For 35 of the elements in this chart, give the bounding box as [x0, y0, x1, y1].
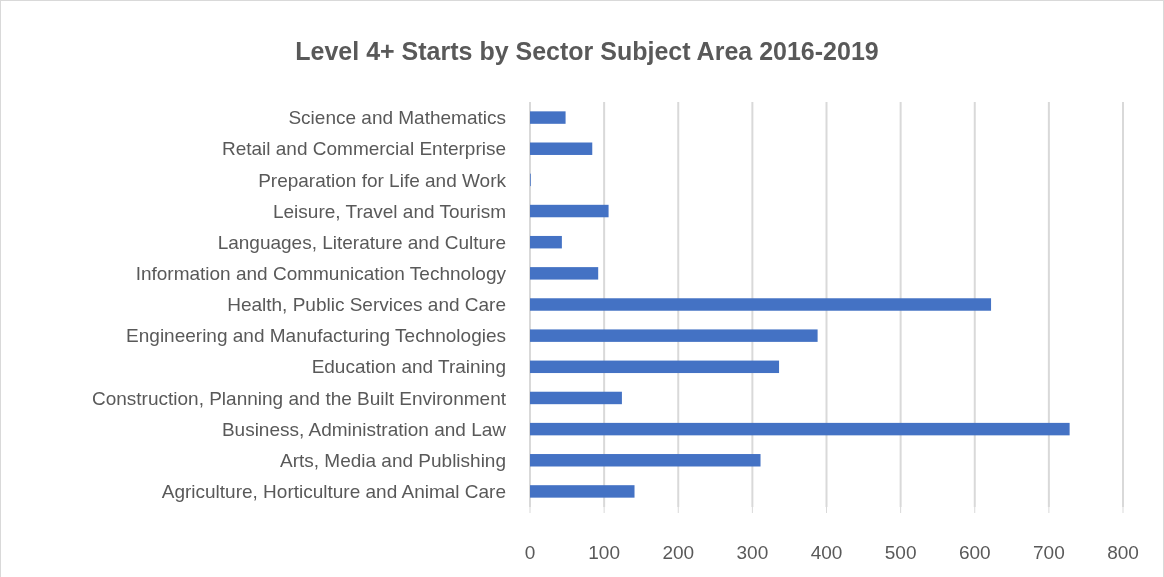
y-tick-label: Languages, Literature and Culture	[217, 231, 506, 253]
y-tick-label: Retail and Commercial Enterprise	[221, 138, 506, 160]
chart-title: Level 4+ Starts by Sector Subject Area 2016-2019	[295, 37, 879, 65]
y-tick-label: Information and Communication Technology	[135, 263, 507, 284]
x-tick-label: 600	[958, 542, 991, 563]
bar	[530, 111, 566, 124]
x-tick-label: 0	[524, 542, 536, 563]
bar	[530, 391, 622, 405]
bar	[530, 329, 818, 342]
bar	[530, 298, 992, 311]
x-tick-label: 100	[588, 542, 620, 563]
y-tick-label: Engineering and Manufacturing Technologies	[126, 325, 506, 347]
x-tick-label: 500	[884, 542, 917, 563]
bar	[530, 204, 609, 218]
x-tick-label: 700	[1033, 542, 1065, 563]
x-tick-label: 200	[662, 542, 695, 563]
x-tick-label: 300	[736, 542, 769, 563]
y-tick-label: Health, Public Services and Care	[227, 294, 506, 316]
y-tick-label: Construction, Planning and the Built Environment	[91, 387, 507, 409]
y-tick-label: Arts, Media and Publishing	[279, 449, 506, 471]
y-tick-label: Preparation for Life and Work	[258, 169, 507, 191]
y-tick-label: Education and Training	[311, 356, 506, 378]
y-tick-label: Science and Mathematics	[288, 107, 506, 129]
bar	[530, 142, 593, 155]
bar	[530, 267, 599, 280]
y-tick-label: Agriculture, Horticulture and Animal Care	[161, 481, 506, 503]
bar	[530, 422, 1070, 436]
bar	[530, 235, 562, 249]
bar	[530, 454, 761, 467]
x-tick-label: 800	[1107, 542, 1139, 563]
x-tick-label: 400	[810, 542, 843, 563]
y-tick-label: Business, Administration and Law	[221, 418, 507, 440]
bar	[530, 485, 635, 498]
y-tick-label: Leisure, Travel and Tourism	[272, 200, 506, 222]
bar	[530, 360, 780, 374]
